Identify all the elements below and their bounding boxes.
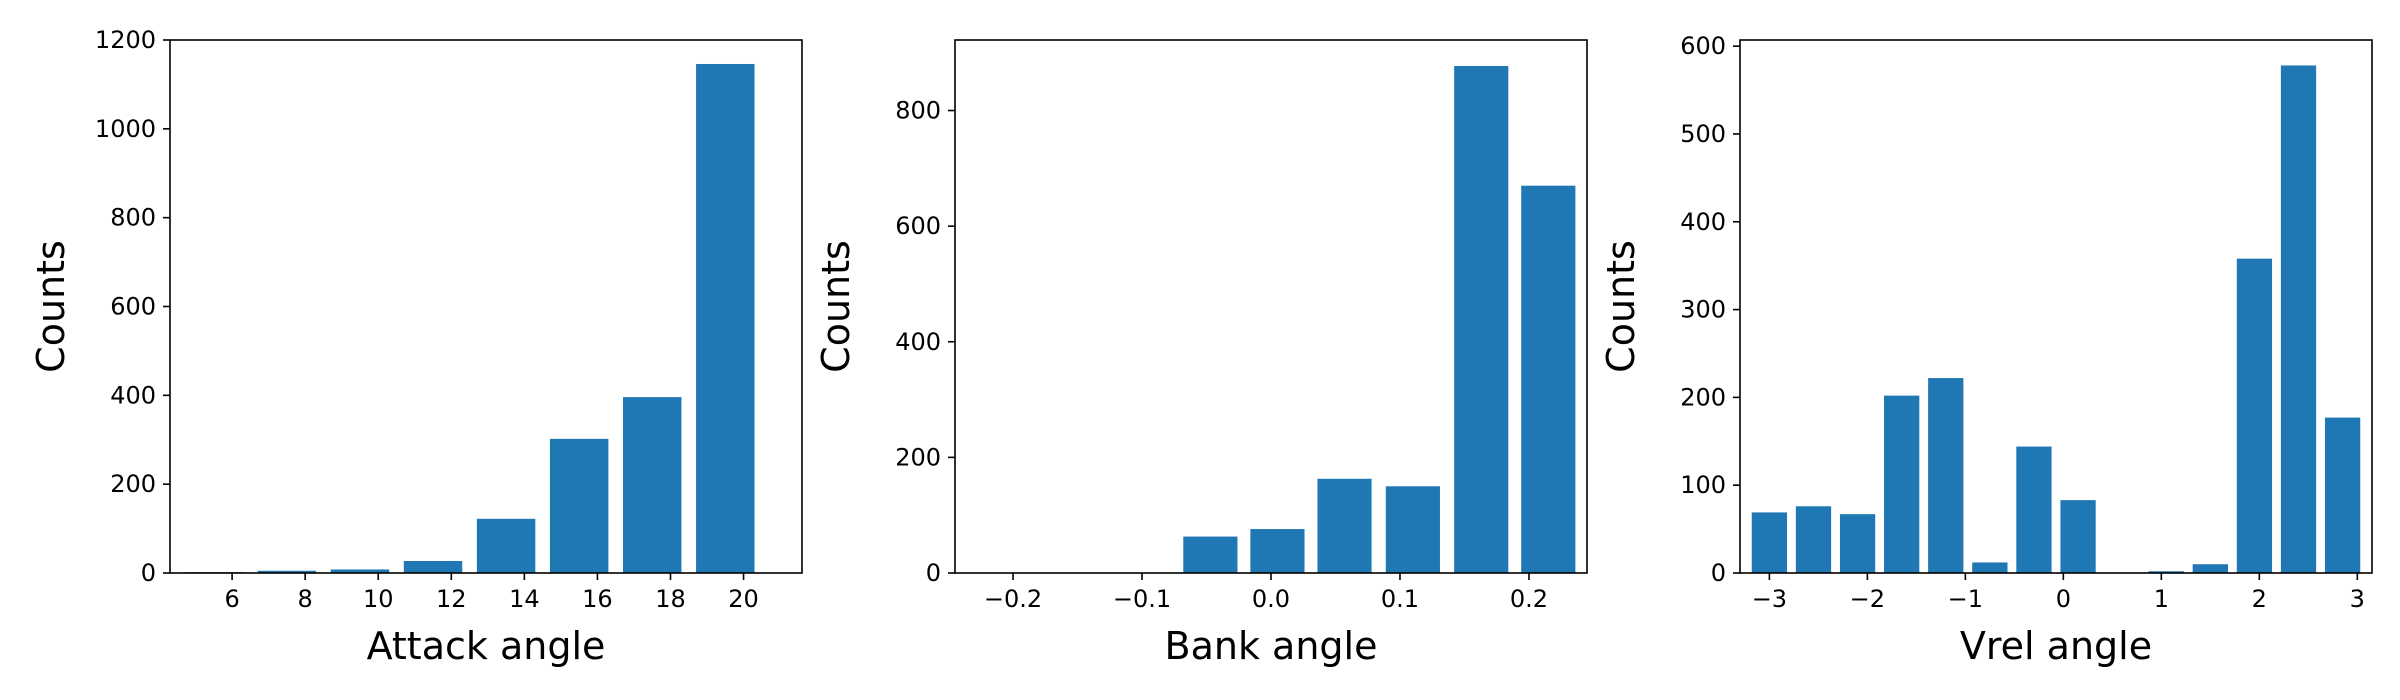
bank-angle-x-tick-label-1: −0.1 [1113,585,1171,613]
vrel-angle-x-tick-label-0: −3 [1752,585,1787,613]
vrel-angle-bar-6 [2016,446,2052,573]
attack-angle-x-tick-label-0: 6 [224,585,239,613]
attack-angle-x-axis-title: Attack angle [367,624,606,668]
vrel-angle-x-tick-label-2: −1 [1948,585,1983,613]
vrel-angle-x-tick-label-5: 2 [2252,585,2267,613]
bank-angle-bar-7 [1454,66,1509,573]
bank-angle-bar-8 [1521,185,1576,573]
attack-angle-x-tick-label-2: 10 [363,585,394,613]
bank-angle-y-axis-title: Counts [814,240,858,373]
attack-angle-bar-6 [622,397,682,573]
attack-angle-bar-5 [549,438,609,573]
vrel-angle-y-axis-title: Counts [1599,240,1643,373]
vrel-angle-x-tick-label-1: −2 [1850,585,1885,613]
bank-angle-bar-3 [1183,536,1238,573]
vrel-angle-bar-9 [2148,571,2184,573]
vrel-angle-y-tick-label-0: 0 [1711,559,1726,587]
bank-angle-bar-4 [1250,529,1305,573]
vrel-angle-y-tick-label-2: 200 [1680,383,1726,411]
vrel-angle-x-tick-label-4: 1 [2154,585,2169,613]
bank-angle-x-tick-label-2: 0.0 [1252,585,1290,613]
attack-angle-y-tick-label-5: 1000 [95,115,156,143]
vrel-angle-bar-11 [2236,258,2273,573]
bank-angle-y-tick-label-2: 400 [895,328,941,356]
vrel-angle-y-tick-label-5: 500 [1680,120,1726,148]
vrel-angle-bar-13 [2324,417,2361,573]
attack-angle-y-tick-label-1: 200 [110,470,156,498]
attack-angle-x-tick-label-5: 16 [582,585,613,613]
attack-angle-x-tick-label-6: 18 [655,585,686,613]
attack-angle-bar-3 [403,561,463,573]
attack-angle-y-tick-label-2: 400 [110,381,156,409]
bank-angle-x-tick-label-3: 0.1 [1381,585,1419,613]
bank-angle-y-tick-label-0: 0 [926,559,941,587]
bank-angle-y-tick-label-3: 600 [895,212,941,240]
vrel-angle-y-tick-label-4: 400 [1680,208,1726,236]
attack-angle-y-tick-label-4: 800 [110,204,156,232]
vrel-angle-bar-12 [2280,65,2317,574]
vrel-angle-bar-10 [2192,564,2228,573]
vrel-angle-bar-1 [1795,506,1832,573]
vrel-angle-x-axis-title: Vrel angle [1960,624,2152,668]
attack-angle-bar-7 [696,63,755,574]
bank-angle-bar-5 [1317,478,1372,573]
attack-angle-y-tick-label-0: 0 [141,559,156,587]
bank-angle-x-tick-label-4: 0.2 [1510,585,1548,613]
attack-angle-x-tick-label-1: 8 [298,585,313,613]
vrel-angle-y-tick-label-1: 100 [1680,471,1726,499]
vrel-angle-bar-5 [1972,562,2008,573]
vrel-angle-bar-4 [1928,378,1964,573]
vrel-angle-bar-2 [1839,514,1876,573]
vrel-angle-axes-frame [1739,39,2373,574]
bank-angle-panel: −0.2 −0.1 0.0 0.1 0.2 0 200 400 600 800 Bank angle… [814,39,1588,668]
vrel-angle-x-tick-label-3: 0 [2056,585,2071,613]
attack-angle-bar-4 [476,518,536,573]
bank-angle-y-tick-label-1: 200 [895,443,941,471]
attack-angle-bar-1 [257,570,317,573]
vrel-angle-bar-0 [1751,512,1788,573]
vrel-angle-panel: −3 −2 −1 0 1 2 3 0 100 200 300 400 500 600 Vrel angle C… [1599,32,2373,668]
attack-angle-panel: 6 8 10 12 14 16 18 20020040060080010001200Attac… [29,26,803,668]
attack-angle-x-tick-label-3: 12 [436,585,467,613]
attack-angle-x-tick-label-7: 20 [728,585,759,613]
vrel-angle-y-tick-label-6: 600 [1680,32,1726,60]
attack-angle-bar-2 [330,569,390,573]
vrel-angle-y-tick-label-3: 300 [1680,296,1726,324]
vrel-angle-x-tick-label-6: 3 [2350,585,2365,613]
vrel-angle-bar-7 [2060,500,2096,573]
bank-angle-bar-6 [1385,486,1440,573]
attack-angle-y-axis-title: Counts [29,240,73,373]
vrel-angle-bar-3 [1884,395,1920,573]
bank-angle-x-axis-title: Bank angle [1165,624,1378,668]
attack-angle-y-tick-label-3: 600 [110,293,156,321]
attack-angle-y-tick-label-6: 1200 [95,26,156,54]
bank-angle-x-tick-label-0: −0.2 [984,585,1042,613]
bank-angle-y-tick-label-4: 800 [895,97,941,125]
attack-angle-x-tick-label-4: 14 [509,585,540,613]
